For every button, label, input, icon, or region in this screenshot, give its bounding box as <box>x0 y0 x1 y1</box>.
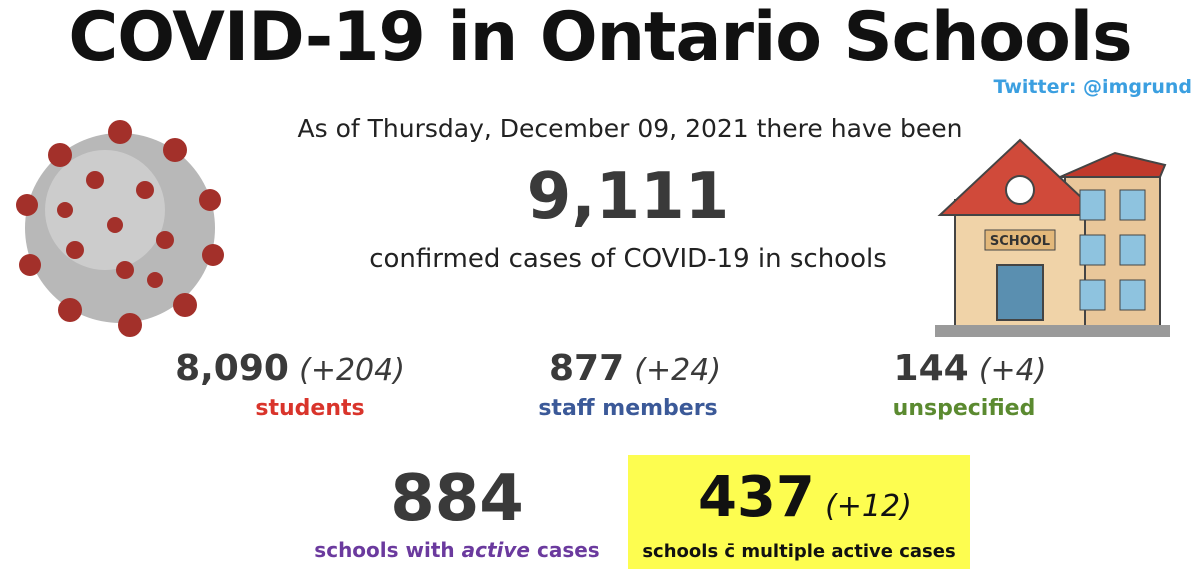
students-block: 8,090 (+204) <box>175 348 405 389</box>
active-value: 884 <box>390 462 524 536</box>
multiple-label: schools c̄ multiple active cases <box>642 541 956 562</box>
active-label-before: schools with <box>314 538 455 562</box>
unspecified-change: (+4) <box>978 353 1047 388</box>
school-windows <box>1079 189 1146 311</box>
staff-label: staff members <box>538 396 718 421</box>
school-wing-roof <box>1059 151 1167 178</box>
school-ground <box>935 325 1170 337</box>
students-value: 8,090 <box>175 348 289 389</box>
virus-highlight <box>45 150 165 270</box>
total: 9,111 <box>526 160 730 234</box>
unspecified-block: 144 (+4) <box>894 348 1047 389</box>
staff-value: 877 <box>548 348 625 389</box>
intro: As of Thursday, December 09, 2021 there … <box>297 114 963 143</box>
school-door <box>996 264 1044 321</box>
multiple-box: 437 (+12) schools c̄ multiple active cas… <box>628 455 970 569</box>
staff-change: (+24) <box>634 353 722 388</box>
multiple-block: 437 (+12) <box>698 465 912 530</box>
credit: Twitter: @imgrund <box>993 76 1192 98</box>
students-change: (+204) <box>299 353 405 388</box>
active-label-after: cases <box>536 538 600 562</box>
school-image: SCHOOL <box>935 138 1170 337</box>
school-sign-text: SCHOOL <box>990 234 1050 249</box>
virus-image <box>16 120 224 337</box>
school-clock <box>1005 175 1035 205</box>
staff-block: 877 (+24) <box>549 348 721 389</box>
students-label: students <box>255 396 365 421</box>
title: COVID-19 in Ontario Schools <box>68 0 1132 77</box>
unspecified-value: 144 <box>893 348 969 389</box>
virus-spikes <box>16 120 224 337</box>
multiple-change: (+12) <box>825 489 912 524</box>
multiple-value: 437 <box>698 465 815 530</box>
school-sign <box>984 229 1056 251</box>
active-label: schools with active cases <box>314 538 599 562</box>
active-label-emphasis: active <box>461 538 530 562</box>
unspecified-label: unspecified <box>892 396 1036 421</box>
total-label: confirmed cases of COVID-19 in schools <box>369 244 887 274</box>
